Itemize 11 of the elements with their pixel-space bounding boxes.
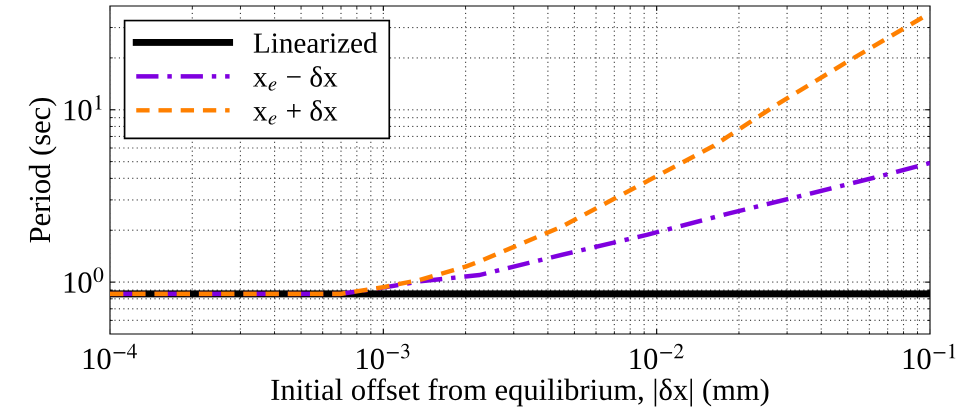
y-tick-label: 10$^{0}$ (64, 267, 104, 293)
y-axis-title: Period (sec) (28, 98, 56, 243)
legend-label: x$_{e}$ + δx (253, 100, 338, 125)
legend-label: x$_{e}$ − δx (253, 66, 338, 91)
x-tick-label: 10$^{−1}$ (904, 344, 956, 370)
y-tick-label: 10$^{1}$ (64, 95, 102, 121)
legend-label: Linearized (254, 32, 378, 53)
x-axis-title: Initial offset from equilibrium, |δx| (mm) (271, 378, 768, 406)
x-tick-label: 10$^{−2}$ (630, 344, 684, 370)
x-tick-label: 10$^{−3}$ (357, 344, 410, 370)
x-tick-label: 10$^{−4}$ (84, 344, 137, 370)
